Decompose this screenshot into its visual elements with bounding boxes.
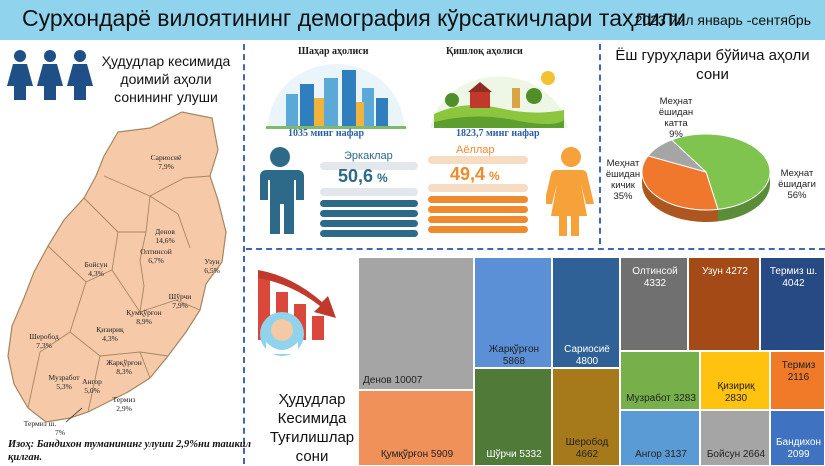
- man-icon: [260, 147, 304, 234]
- treemap-cell: Олтинсой 4332: [620, 257, 688, 351]
- treemap-label: Термиз ш. 4042: [769, 266, 818, 289]
- treemap-label: Денов 10007: [363, 375, 423, 386]
- men-label: Эркаклар: [344, 150, 393, 162]
- treemap-cell: Бойсун 2664: [700, 410, 770, 466]
- divider-mid: [599, 44, 601, 244]
- men-percent: 50,6%: [338, 166, 388, 186]
- region-label-muzrabot: Музработ 5,3%: [48, 373, 80, 391]
- region-label-shurchi: Шўрчи 7,9%: [169, 292, 192, 310]
- treemap-label: Бандихон 2099: [775, 437, 822, 460]
- treemap-cell: Узун 4272: [688, 257, 760, 351]
- treemap-label: Шўрчи 5332: [486, 449, 542, 460]
- pie-side-56%: [717, 172, 770, 222]
- divider-horizontal: [246, 248, 825, 250]
- births-title: Ҳудудлар Кесимида Туғилишлар сони: [269, 391, 355, 465]
- region-label-boysun: Бойсун 4,3%: [84, 260, 107, 278]
- treemap-cell: Қизириқ 2830: [700, 351, 770, 410]
- age-groups-title: Ёш гуруҳлари бўйича аҳоли сони: [615, 47, 810, 83]
- divider-left: [243, 44, 245, 464]
- women-stripes: [428, 156, 528, 233]
- pie-label-above-working: Меҳнат ёшидан катта 9%: [658, 96, 694, 140]
- treemap-label: Қумқўрғон 5909: [380, 449, 454, 460]
- region-label-qumqurgon: Қумқўрғон 8,9%: [126, 308, 161, 326]
- termiz-city-pointer: [65, 407, 83, 423]
- women-label: Аёллар: [456, 144, 495, 156]
- pie-side-35%: [642, 172, 718, 222]
- city-skyline-icon: [266, 64, 406, 129]
- woman-icon: [546, 147, 594, 236]
- treemap-cell: Сариосиё 4800: [552, 257, 620, 368]
- region-label-denov: Денов 14,6%: [155, 227, 175, 245]
- treemap-cell: Жарқўрғон 5868: [474, 257, 552, 368]
- pie-label-below-working: Меҳнат ёшидан кичик 35%: [605, 158, 641, 202]
- treemap-cell: Термиз ш. 4042: [760, 257, 825, 351]
- region-labels: Сариосиё 7,9% Денов 14,6% Олтинсой 6,7% Узу…: [24, 153, 220, 435]
- treemap-cell: Шўрчи 5332: [474, 368, 552, 466]
- women-percent: 49,4%: [450, 164, 500, 184]
- pie-slice-0: [670, 133, 771, 210]
- treemap-label: Қизириқ 2830: [717, 381, 755, 404]
- age-groups-pie: [641, 133, 771, 222]
- rural-population-value: 1823,7 минг нафар: [456, 128, 540, 139]
- treemap-cell: Ангор 3137: [620, 410, 700, 466]
- region-label-termiz-city: Термиз ш. 7%: [24, 419, 65, 435]
- treemap-label: Жарқўрғон 5868: [488, 344, 540, 367]
- treemap-cell: Бандихон 2099: [770, 410, 825, 466]
- treemap-cell: Термиз 2116: [770, 351, 825, 410]
- header-banner: Сурхондарё вилоятининг демография кўрсат…: [0, 0, 825, 40]
- region-label-jarqurgon: Жарқўрғон 8,3%: [106, 358, 142, 376]
- village-farm-icon: [430, 71, 568, 128]
- map-title: Ҳудудлар кесимида доимий аҳоли сонининг …: [101, 53, 231, 105]
- treemap-label: Шеробод 4662: [565, 437, 609, 460]
- pie-slice-2: [647, 139, 707, 173]
- region-label-angor: Ангор 5,0%: [82, 377, 102, 395]
- region-label-sariosiyo: Сариосиё 7,9%: [151, 153, 182, 171]
- region-label-uzun: Узун 6,5%: [204, 257, 220, 275]
- region-label-oltinsoy: Олтинсой 6,7%: [140, 247, 172, 265]
- map-note: Изоҳ: Бандихон туманининг улуши 2,9%ни т…: [8, 439, 252, 463]
- treemap-label: Термиз 2116: [781, 360, 816, 383]
- women-group-icon: [7, 50, 93, 100]
- urban-population-value: 1035 минг нафар: [288, 128, 365, 139]
- treemap-label: Узун 4272: [702, 266, 748, 277]
- region-map: Сариосиё 7,9% Денов 14,6% Олтинсой 6,7% Узу…: [7, 111, 227, 435]
- treemap-label: Музработ 3283: [626, 393, 696, 404]
- treemap-cell: Музработ 3283: [620, 351, 700, 410]
- region-label-termiz: Термиз 2,9%: [113, 395, 136, 413]
- pie-slice-1: [641, 155, 719, 211]
- treemap-cell: Шеробод 4662: [552, 368, 620, 466]
- treemap-label: Сариосиё 4800: [564, 344, 610, 367]
- treemap-label: Ангор 3137: [635, 449, 687, 460]
- rural-population-label: Қишлоқ аҳолиси: [446, 46, 523, 57]
- treemap-cell: Қумқўрғон 5909: [358, 390, 474, 466]
- pie-label-working-age: Меҳнат ёшидаги 56%: [778, 168, 816, 201]
- region-label-sherobod: Шеробод 7,3%: [29, 332, 59, 350]
- treemap-label: Бойсун 2664: [706, 449, 766, 460]
- period-label: 2023 йил январь -сентябрь: [634, 12, 811, 28]
- urban-population-label: Шаҳар аҳолиси: [298, 46, 369, 57]
- declining-chart-icon: [258, 270, 336, 356]
- region-label-qiziriq: Қизириқ 4,3%: [96, 325, 124, 343]
- treemap-label: Олтинсой 4332: [632, 266, 678, 289]
- page-title: Сурхондарё вилоятининг демография кўрсат…: [22, 5, 687, 31]
- men-stripes: [320, 162, 418, 237]
- treemap-cell: Денов 10007: [358, 257, 474, 390]
